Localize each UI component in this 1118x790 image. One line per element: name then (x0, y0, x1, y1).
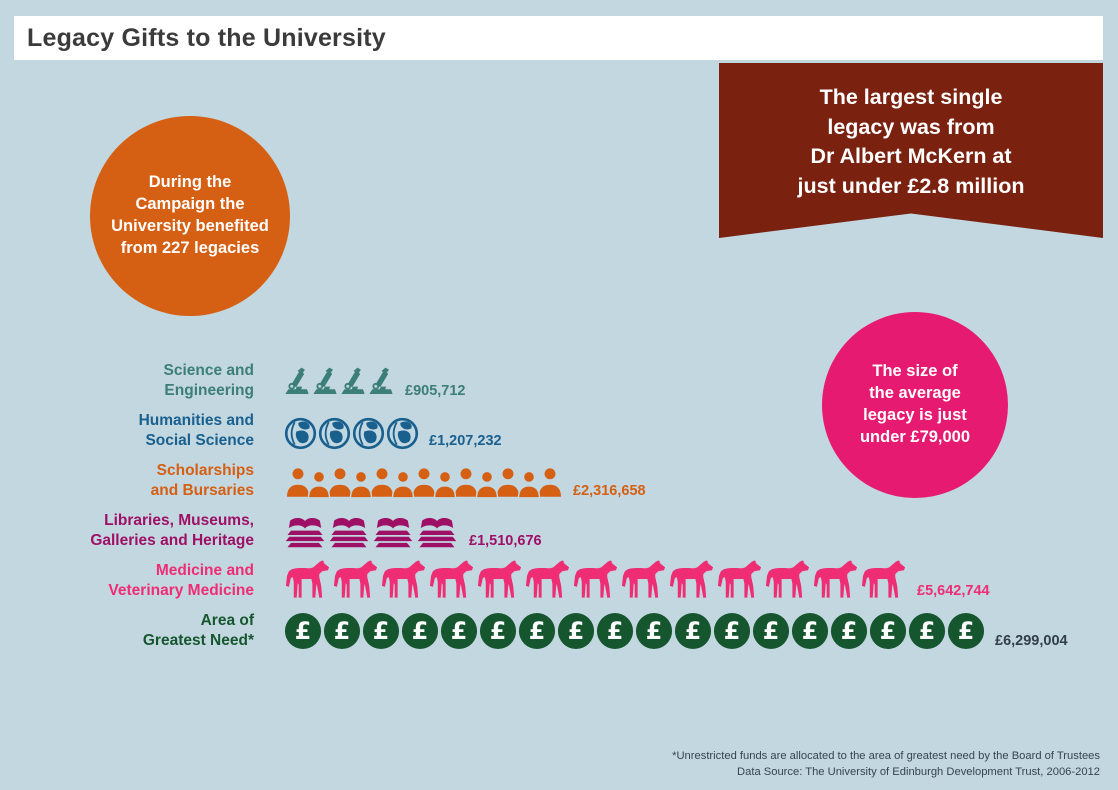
chart-row-label: Humanities and Social Science (138, 412, 254, 449)
footnote-unrestricted: *Unrestricted funds are allocated to the… (672, 750, 1100, 762)
person-icon (433, 467, 458, 500)
chart-row: Medicine and Veterinary Medicine £5,642,… (14, 558, 1104, 608)
coin-icon (752, 612, 790, 650)
chart-row-value: £2,316,658 (573, 483, 646, 499)
horse-icon (284, 560, 331, 600)
coin-icon (830, 612, 868, 650)
horse-icon (764, 560, 811, 600)
chart-row-label: Medicine and Veterinary Medicine (108, 562, 254, 599)
chart-row-label: Science and Engineering (163, 362, 254, 399)
chart-row-value: £5,642,744 (917, 583, 990, 599)
coin-icon (284, 612, 322, 650)
chart-row-value: £905,712 (405, 383, 466, 399)
horse-icon (668, 560, 715, 600)
chart-row-icons (284, 361, 396, 400)
chart-row: Area of Greatest Need* £6,299,004 (14, 608, 1104, 658)
chart-row-value: £1,510,676 (469, 533, 542, 549)
horse-icon (380, 560, 427, 600)
chart-row: Scholarships and Bursaries £2,316,658 (14, 458, 1104, 508)
chart-row-icons (284, 560, 908, 600)
person-icon (307, 467, 332, 500)
coin-icon (479, 612, 517, 650)
books-icon (284, 513, 326, 550)
globe-icon (386, 417, 419, 450)
chart-row-icons (284, 417, 420, 450)
horse-icon (476, 560, 523, 600)
chart-row: Libraries, Museums, Galleries and Herita… (14, 508, 1104, 558)
coin-icon (401, 612, 439, 650)
coin-icon (362, 612, 400, 650)
title-bar: Legacy Gifts to the University (14, 16, 1103, 60)
footnotes: *Unrestricted funds are allocated to the… (672, 749, 1100, 780)
coin-icon (596, 612, 634, 650)
horse-icon (860, 560, 907, 600)
chart-row: Science and Engineering £905,712 (14, 358, 1104, 408)
globe-icon (352, 417, 385, 450)
horse-icon (428, 560, 475, 600)
chart-row-label: Area of Greatest Need* (142, 612, 254, 649)
person-icon (349, 467, 374, 500)
microscope-icon (340, 361, 367, 400)
coin-icon (518, 612, 556, 650)
chart-row-label: Scholarships and Bursaries (150, 462, 254, 499)
coin-icon (947, 612, 985, 650)
average-legacy-text: The size of the average legacy is just u… (859, 362, 971, 446)
books-icon (328, 513, 370, 550)
coin-icon (908, 612, 946, 650)
banner-line: legacy was from (827, 114, 995, 139)
chart-row: Humanities and Social Science £1,207,232 (14, 408, 1104, 458)
globe-icon (318, 417, 351, 450)
average-legacy-circle: The size of the average legacy is just u… (822, 312, 1008, 498)
coin-icon (791, 612, 829, 650)
books-icon (416, 513, 458, 550)
microscope-icon (312, 361, 339, 400)
largest-legacy-banner: The largest single legacy was from Dr Al… (719, 63, 1103, 238)
microscope-icon (284, 361, 311, 400)
coin-icon (869, 612, 907, 650)
person-icon (475, 467, 500, 500)
horse-icon (572, 560, 619, 600)
legacy-pictogram-chart: Science and Engineering £905,712 Humanit… (14, 358, 1104, 658)
banner-line: The largest single (819, 85, 1003, 109)
chart-row-icons (284, 463, 564, 500)
banner-line: Dr Albert McKern at (810, 144, 1012, 169)
chart-row-icons (284, 612, 986, 650)
chart-row-label: Libraries, Museums, Galleries and Herita… (90, 512, 254, 549)
microscope-icon (368, 361, 395, 400)
largest-legacy-text: The largest single legacy was from Dr Al… (719, 63, 1103, 202)
coin-icon (713, 612, 751, 650)
horse-icon (716, 560, 763, 600)
campaign-legacies-text: During the Campaign the University benef… (111, 173, 269, 257)
globe-icon (284, 417, 317, 450)
chart-row-icons (284, 513, 460, 550)
chart-row-value: £1,207,232 (429, 433, 502, 449)
person-icon (517, 467, 542, 500)
coin-icon (323, 612, 361, 650)
person-icon (391, 467, 416, 500)
coin-icon (635, 612, 673, 650)
banner-line: just under £2.8 million (797, 173, 1025, 198)
chart-row-value: £6,299,004 (995, 633, 1068, 649)
coin-icon (557, 612, 595, 650)
books-icon (372, 513, 414, 550)
horse-icon (620, 560, 667, 600)
horse-icon (332, 560, 379, 600)
horse-icon (524, 560, 571, 600)
coin-icon (440, 612, 478, 650)
horse-icon (812, 560, 859, 600)
footnote-data-source: Data Source: The University of Edinburgh… (737, 765, 1100, 778)
coin-icon (674, 612, 712, 650)
page-title: Legacy Gifts to the University (27, 23, 386, 52)
campaign-legacies-circle: During the Campaign the University benef… (90, 116, 290, 316)
